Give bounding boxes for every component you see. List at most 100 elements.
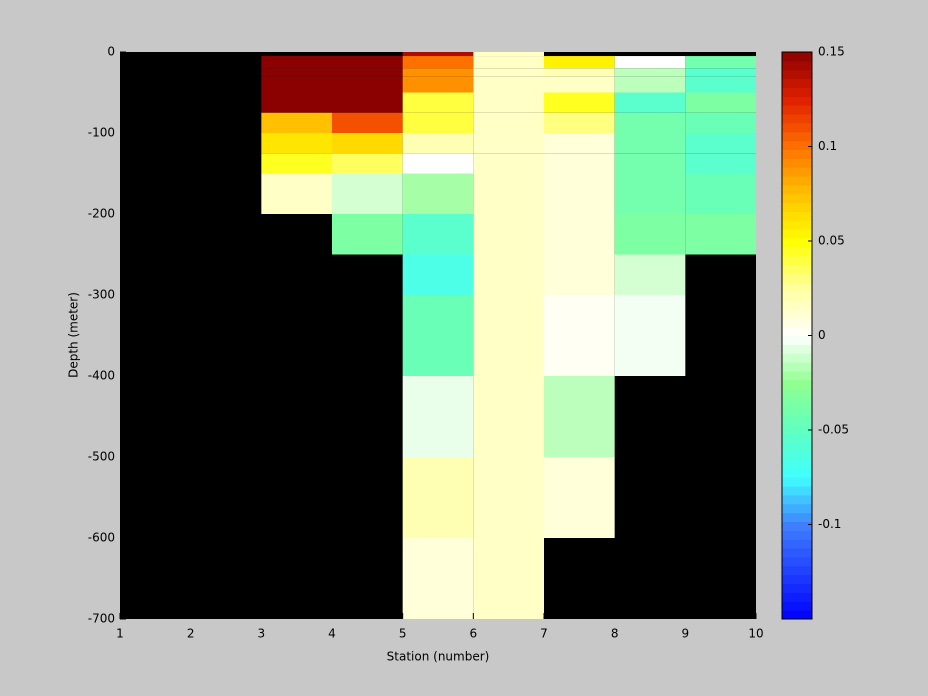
colorbar-step	[782, 96, 812, 106]
heatmap-cell	[261, 133, 332, 154]
colorbar-step	[782, 441, 812, 452]
colorbar-step	[782, 565, 812, 576]
heatmap-cell	[614, 335, 686, 376]
colorbar-step	[782, 406, 812, 416]
colorbar-step	[782, 211, 812, 221]
y-tick-label: -600	[88, 531, 115, 545]
colorbar-step	[782, 326, 812, 336]
colorbar-tick-label: -0.1	[818, 517, 841, 531]
heatmap-cell	[544, 76, 615, 93]
heatmap-cell	[473, 76, 544, 93]
x-tick-label: 5	[399, 627, 407, 641]
colorbar-step	[782, 52, 812, 62]
colorbar-step	[782, 69, 812, 80]
heatmap-cell	[544, 214, 615, 255]
colorbar-step	[782, 344, 812, 354]
heatmap-cell	[473, 56, 544, 69]
heatmap-cell	[544, 112, 615, 133]
colorbar-step	[782, 450, 812, 461]
heatmap-cell	[402, 133, 474, 154]
heatmap-cell	[332, 133, 403, 154]
colorbar-step	[782, 424, 812, 434]
heatmap-cell	[473, 457, 544, 498]
colorbar-step	[782, 300, 812, 310]
heatmap-cell	[402, 335, 474, 376]
colorbar-step	[782, 335, 812, 345]
heatmap-cell	[402, 376, 474, 417]
colorbar-step	[782, 149, 812, 159]
colorbar-step	[782, 521, 812, 531]
heatmap-cell	[614, 295, 686, 336]
colorbar-step	[782, 548, 812, 558]
heatmap-cell	[473, 68, 544, 77]
colorbar-step	[782, 503, 812, 514]
heatmap-cell	[685, 92, 756, 113]
y-tick-label: -100	[88, 126, 115, 140]
heatmap-cell	[332, 76, 403, 93]
heatmap-cell	[402, 254, 474, 295]
heatmap-cell	[402, 295, 474, 336]
colorbar-step	[782, 592, 812, 602]
x-tick-label: 2	[187, 627, 195, 641]
heatmap-cell	[614, 56, 686, 69]
heatmap-cell	[544, 133, 615, 154]
heatmap-cell	[402, 457, 474, 498]
colorbar-step	[782, 539, 812, 549]
heatmap-cell	[261, 153, 332, 174]
colorbar-step	[782, 291, 812, 301]
heatmap-cell	[544, 92, 615, 113]
heatmap-cell	[332, 68, 403, 77]
x-tick-label: 9	[682, 627, 690, 641]
x-axis-label: Station (number)	[387, 650, 490, 664]
heatmap-cell	[402, 538, 474, 579]
heatmap-cell	[614, 68, 686, 77]
heatmap-cell	[685, 173, 756, 214]
heatmap-cell	[544, 153, 615, 174]
heatmap-cell	[473, 335, 544, 376]
heatmap-cell	[614, 76, 686, 93]
heatmap-cell	[473, 173, 544, 214]
heatmap-cell	[402, 68, 474, 77]
heatmap-cell	[614, 112, 686, 133]
colorbar-step	[782, 610, 812, 620]
heatmap-cell	[402, 92, 474, 113]
colorbar-step	[782, 122, 812, 133]
heatmap-cell	[261, 92, 332, 113]
heatmap-cell	[261, 76, 332, 93]
heatmap-cell	[332, 153, 403, 174]
heatmap-cell	[473, 92, 544, 113]
y-tick-label: -200	[88, 207, 115, 221]
heatmap-cell	[332, 173, 403, 214]
heatmap-cell	[473, 578, 544, 619]
colorbar-step	[782, 362, 812, 372]
x-tick-label: 1	[116, 627, 124, 641]
colorbar-step	[782, 220, 812, 230]
heatmap-cell	[544, 457, 615, 498]
colorbar-step	[782, 379, 812, 390]
colorbar-step	[782, 353, 812, 363]
colorbar-step	[782, 370, 812, 381]
colorbar-tick-label: 0.05	[818, 234, 845, 248]
heatmap-cell	[402, 416, 474, 457]
heatmap-cell	[261, 56, 332, 69]
colorbar-step	[782, 131, 812, 142]
heatmap-cell	[261, 173, 332, 214]
heatmap-cell	[473, 538, 544, 579]
colorbar-tick-label: -0.05	[818, 423, 849, 437]
colorbar-step	[782, 176, 812, 186]
heatmap-cell	[614, 133, 686, 154]
heatmap-cell	[544, 416, 615, 457]
colorbar-step	[782, 255, 812, 266]
colorbar-step	[782, 486, 812, 496]
colorbar-step	[782, 184, 812, 195]
colorbar-step	[782, 574, 812, 585]
x-tick-label: 10	[748, 627, 763, 641]
colorbar-step	[782, 60, 812, 71]
heatmap-cell	[614, 254, 686, 295]
heatmap-cell	[261, 68, 332, 77]
heatmap-cell	[544, 173, 615, 214]
heatmap-cell	[544, 56, 615, 69]
colorbar-step	[782, 494, 812, 505]
heatmap-cell	[402, 578, 474, 619]
heatmap-cell	[473, 52, 544, 57]
